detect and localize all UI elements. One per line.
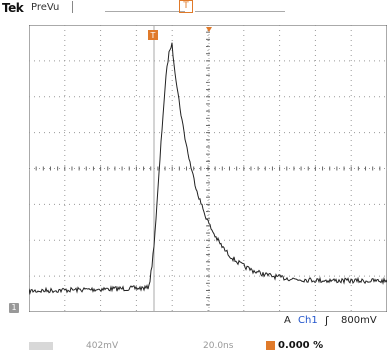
- trigger-source-label: A: [284, 315, 291, 326]
- trigger-position-label: T: [183, 1, 189, 11]
- trigger-arrow: [206, 27, 212, 32]
- trigger-channel[interactable]: Ch1: [298, 315, 318, 326]
- trigger-position-percent: 0.000 %: [278, 340, 324, 351]
- trigger-slope-icon: ʃ: [325, 314, 329, 327]
- header-separator: [72, 1, 73, 13]
- record-view-line-right: [195, 11, 285, 12]
- trigger-position-box[interactable]: T: [179, 0, 193, 13]
- trigger-level[interactable]: 800mV: [341, 315, 377, 326]
- brand-name: Tek: [2, 1, 24, 15]
- brand-logo: Tek: [2, 1, 24, 15]
- position-marker-icon: [266, 341, 275, 350]
- trigger-marker[interactable]: T: [148, 30, 158, 40]
- vertical-scale: 402mV: [86, 341, 119, 351]
- channel-ground-marker[interactable]: 1: [9, 303, 19, 313]
- horizontal-scale: 20.0ns: [203, 341, 234, 351]
- graticule-grid: [29, 25, 387, 312]
- ground-marker-label: 1: [11, 303, 17, 312]
- ref-badge: [29, 342, 53, 350]
- waveform-display[interactable]: T: [29, 25, 387, 312]
- waveform-trace: [29, 42, 387, 296]
- acquisition-mode: PreVu: [31, 2, 60, 13]
- trigger-marker-label: T: [150, 31, 156, 40]
- record-view-line: [105, 11, 185, 12]
